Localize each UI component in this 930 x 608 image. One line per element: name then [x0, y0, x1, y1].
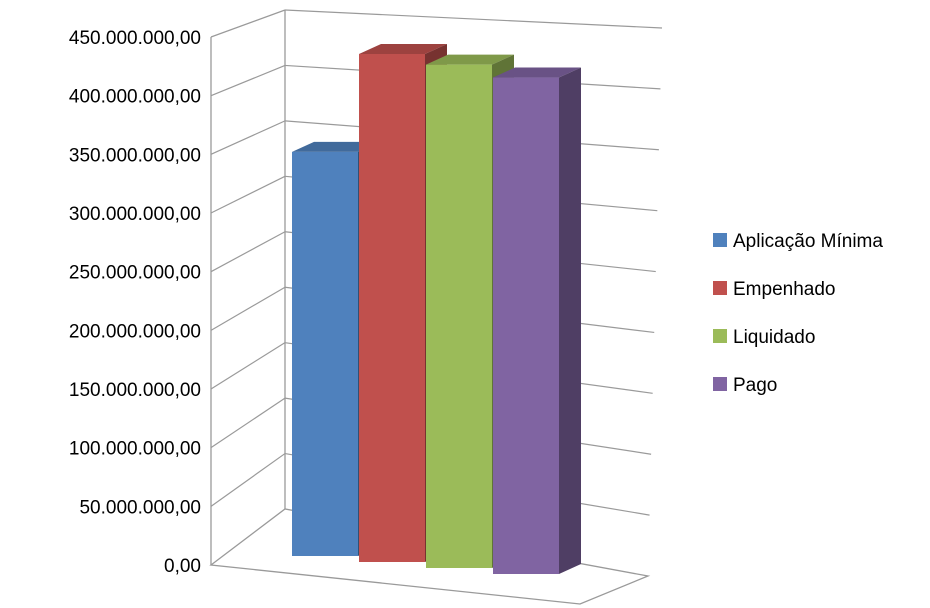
- legend-label: Liquidado: [733, 327, 815, 348]
- gridline-side-6: [210, 175, 286, 214]
- bar-front: [359, 54, 425, 562]
- y-tick-label: 300.000.000,00: [69, 204, 201, 225]
- bar-front: [292, 151, 358, 556]
- legend-swatch: [713, 329, 727, 343]
- legend-swatch: [713, 281, 727, 295]
- legend-label: Pago: [733, 375, 777, 396]
- bar-top: [359, 44, 447, 54]
- gridline-back-9: [284, 9, 663, 29]
- y-tick-label: 350.000.000,00: [69, 145, 201, 166]
- legend-item: Empenhado: [713, 279, 835, 300]
- gridline-side-8: [210, 64, 286, 97]
- bar-side: [559, 67, 581, 574]
- legend-item: Liquidado: [713, 327, 815, 348]
- floor: [209, 508, 651, 605]
- gridline-side-7: [210, 120, 286, 155]
- legend-swatch: [713, 377, 727, 391]
- y-tick-label: 0,00: [164, 556, 201, 577]
- legend-item: Aplicação Mínima: [713, 231, 883, 252]
- gridline-side-4: [210, 286, 286, 331]
- bar-top: [426, 54, 514, 65]
- y-tick-label: 200.000.000,00: [69, 321, 201, 342]
- y-tick-label: 50.000.000,00: [79, 497, 201, 518]
- bar-top: [493, 67, 581, 78]
- bars: [292, 44, 581, 574]
- y-tick-label: 150.000.000,00: [69, 380, 201, 401]
- legend: Aplicação Mínima Empenhado Liquidado Pago: [713, 231, 883, 396]
- bar-front: [426, 64, 492, 569]
- gridline-side-9: [210, 9, 286, 38]
- y-tick-label: 400.000.000,00: [69, 87, 201, 108]
- y-tick-label: 100.000.000,00: [69, 439, 201, 460]
- legend-label: Empenhado: [733, 279, 835, 300]
- legend-item: Pago: [713, 375, 777, 396]
- legend-label: Aplicação Mínima: [733, 231, 883, 252]
- bar-top: [292, 141, 380, 152]
- gridline-side-1: [210, 453, 286, 507]
- gridline-side-3: [210, 342, 286, 390]
- gridline-side-5: [210, 231, 286, 273]
- bar-pago: [493, 67, 581, 574]
- y-tick-label: 250.000.000,00: [69, 263, 201, 284]
- y-axis-tick-labels: 0,00 50.000.000,00 100.000.000,00 150.000.0…: [69, 28, 201, 577]
- bar-front: [493, 77, 559, 574]
- y-tick-label: 450.000.000,00: [69, 28, 201, 49]
- gridline-side-2: [210, 397, 286, 449]
- chart-walls: [209, 10, 651, 605]
- legend-swatch: [713, 233, 727, 247]
